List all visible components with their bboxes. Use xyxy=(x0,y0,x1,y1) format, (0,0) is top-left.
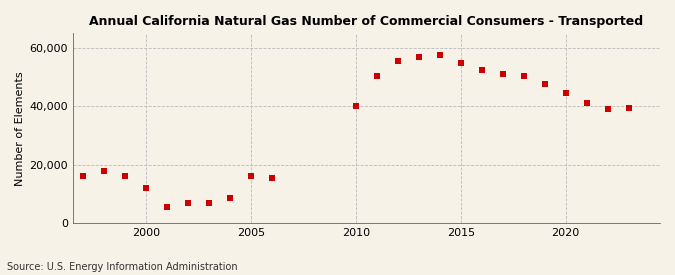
Point xyxy=(518,73,529,78)
Point xyxy=(267,176,277,180)
Point xyxy=(225,196,236,200)
Point xyxy=(539,82,550,87)
Point xyxy=(78,174,88,179)
Point xyxy=(434,53,445,57)
Point xyxy=(204,200,215,205)
Point xyxy=(350,104,361,109)
Point xyxy=(456,60,466,65)
Y-axis label: Number of Elements: Number of Elements xyxy=(15,71,25,186)
Point xyxy=(623,106,634,110)
Point xyxy=(140,186,151,190)
Text: Source: U.S. Energy Information Administration: Source: U.S. Energy Information Administ… xyxy=(7,262,238,272)
Title: Annual California Natural Gas Number of Commercial Consumers - Transported: Annual California Natural Gas Number of … xyxy=(89,15,643,28)
Point xyxy=(161,205,172,209)
Point xyxy=(183,200,194,205)
Point xyxy=(581,101,592,106)
Point xyxy=(246,174,256,179)
Point xyxy=(371,73,382,78)
Point xyxy=(119,174,130,179)
Point xyxy=(560,91,571,95)
Point xyxy=(392,59,403,63)
Point xyxy=(413,54,424,59)
Point xyxy=(497,72,508,76)
Point xyxy=(99,168,109,173)
Point xyxy=(602,107,613,111)
Point xyxy=(477,68,487,72)
